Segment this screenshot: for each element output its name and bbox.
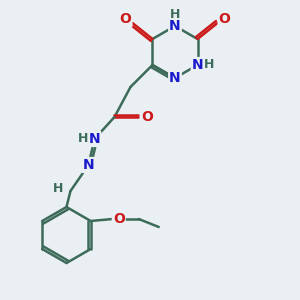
Text: N: N [89, 132, 100, 146]
Text: N: N [169, 19, 181, 33]
Text: O: O [219, 12, 230, 26]
Text: N: N [192, 58, 203, 72]
Text: H: H [170, 8, 180, 20]
Text: O: O [119, 12, 131, 26]
Text: N: N [169, 71, 181, 85]
Text: H: H [53, 182, 64, 194]
Text: H: H [78, 133, 89, 146]
Text: O: O [113, 212, 125, 226]
Text: O: O [142, 110, 153, 124]
Text: H: H [204, 58, 215, 71]
Text: N: N [83, 158, 94, 172]
